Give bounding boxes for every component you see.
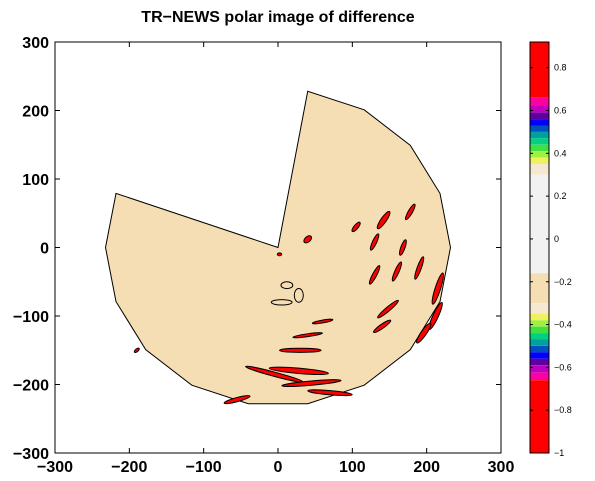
contour-region	[270, 299, 293, 306]
x-tick-label: 300	[488, 459, 515, 476]
colorbar-tick-label: −1	[554, 448, 564, 458]
colorbar-band	[530, 125, 549, 132]
y-tick-label: −200	[13, 378, 49, 395]
contour-region	[398, 239, 407, 256]
colorbar-band	[530, 138, 549, 145]
colorbar-band	[530, 42, 549, 98]
contour-region	[369, 233, 380, 251]
y-axis: 300 200 100 0 −100 −200 −300	[13, 35, 501, 463]
y-tick-label: 300	[22, 35, 49, 52]
colorbar-tick-label: −0.8	[554, 405, 572, 415]
colorbar-band	[530, 119, 549, 126]
colorbar-band	[530, 372, 549, 381]
contour-region	[376, 210, 391, 230]
contour-region	[311, 318, 334, 325]
colorbar-band	[530, 352, 549, 359]
contour-region	[368, 265, 381, 285]
colorbar-band	[530, 105, 549, 113]
contour-region	[133, 347, 140, 354]
colorbar-band	[530, 358, 549, 366]
colorbar-band	[530, 303, 549, 314]
y-tick-label: 200	[22, 104, 49, 121]
colorbar-tick-label: 0.2	[554, 191, 567, 201]
contour-region	[276, 252, 283, 257]
colorbar-tick-label: −0.6	[554, 362, 572, 372]
colorbar-band	[530, 273, 549, 304]
colorbar-band	[530, 112, 549, 119]
contour-region	[372, 319, 392, 334]
colorbar-tick-label: 0.8	[554, 63, 567, 73]
colorbar-band	[530, 97, 549, 106]
colorbar-tick-label: −0.2	[554, 277, 572, 287]
colorbar-band	[530, 320, 549, 327]
y-tick-label: 0	[40, 241, 49, 258]
contour-region	[279, 347, 322, 353]
colorbar-band	[530, 365, 549, 373]
colorbar-band	[530, 313, 549, 321]
colorbar-band	[530, 164, 549, 175]
colorbar-tick-label: 0.4	[554, 148, 567, 158]
colorbar-band	[530, 151, 549, 158]
x-axis: −300 −200 −100 0 100 200 300	[37, 42, 514, 476]
colorbar-band	[530, 144, 549, 152]
colorbar-band	[530, 174, 549, 274]
chart-title: TR−NEWS polar image of difference	[141, 9, 414, 26]
colorbar-band	[530, 380, 549, 453]
contour-region	[303, 235, 313, 244]
x-tick-label: −200	[111, 459, 147, 476]
data-domain	[104, 90, 452, 405]
contour-region	[351, 221, 361, 233]
colorbar-frame	[529, 41, 550, 454]
plot-content	[104, 90, 452, 405]
contour-region	[404, 203, 416, 221]
colorbar-band	[530, 339, 549, 346]
colorbar-band	[530, 326, 549, 334]
colorbar-tick-label: 0	[554, 234, 559, 244]
colorbar-band	[530, 157, 549, 164]
colorbar-band	[530, 333, 549, 340]
contour-region	[292, 332, 323, 339]
x-tick-label: 100	[339, 459, 366, 476]
colorbar-band	[530, 346, 549, 353]
x-tick-label: −100	[186, 459, 222, 476]
contour-region	[431, 272, 444, 305]
x-tick-label: −300	[37, 459, 73, 476]
contour-region	[414, 256, 425, 280]
contour-region	[391, 261, 403, 282]
y-tick-label: −100	[13, 309, 49, 326]
contour-region	[268, 366, 329, 376]
colorbar: 0.8 0.6 0.4 0.2 0 −0.2 −0.4 −0.6 −0.8 −1	[529, 41, 572, 458]
contour-region	[281, 379, 342, 387]
y-tick-label: −300	[13, 446, 49, 463]
colorbar-band	[530, 131, 549, 139]
contour-region	[223, 395, 251, 405]
contour-region	[377, 299, 399, 319]
x-tick-label: 0	[274, 459, 283, 476]
contour-region	[293, 288, 304, 303]
y-tick-label: 100	[22, 172, 49, 189]
contour-region	[307, 389, 353, 397]
contour-region	[416, 322, 432, 344]
colorbar-tick-label: −0.4	[554, 320, 572, 330]
x-tick-label: 200	[413, 459, 440, 476]
colorbar-tick-label: 0.6	[554, 106, 567, 116]
contour-region	[280, 281, 294, 290]
